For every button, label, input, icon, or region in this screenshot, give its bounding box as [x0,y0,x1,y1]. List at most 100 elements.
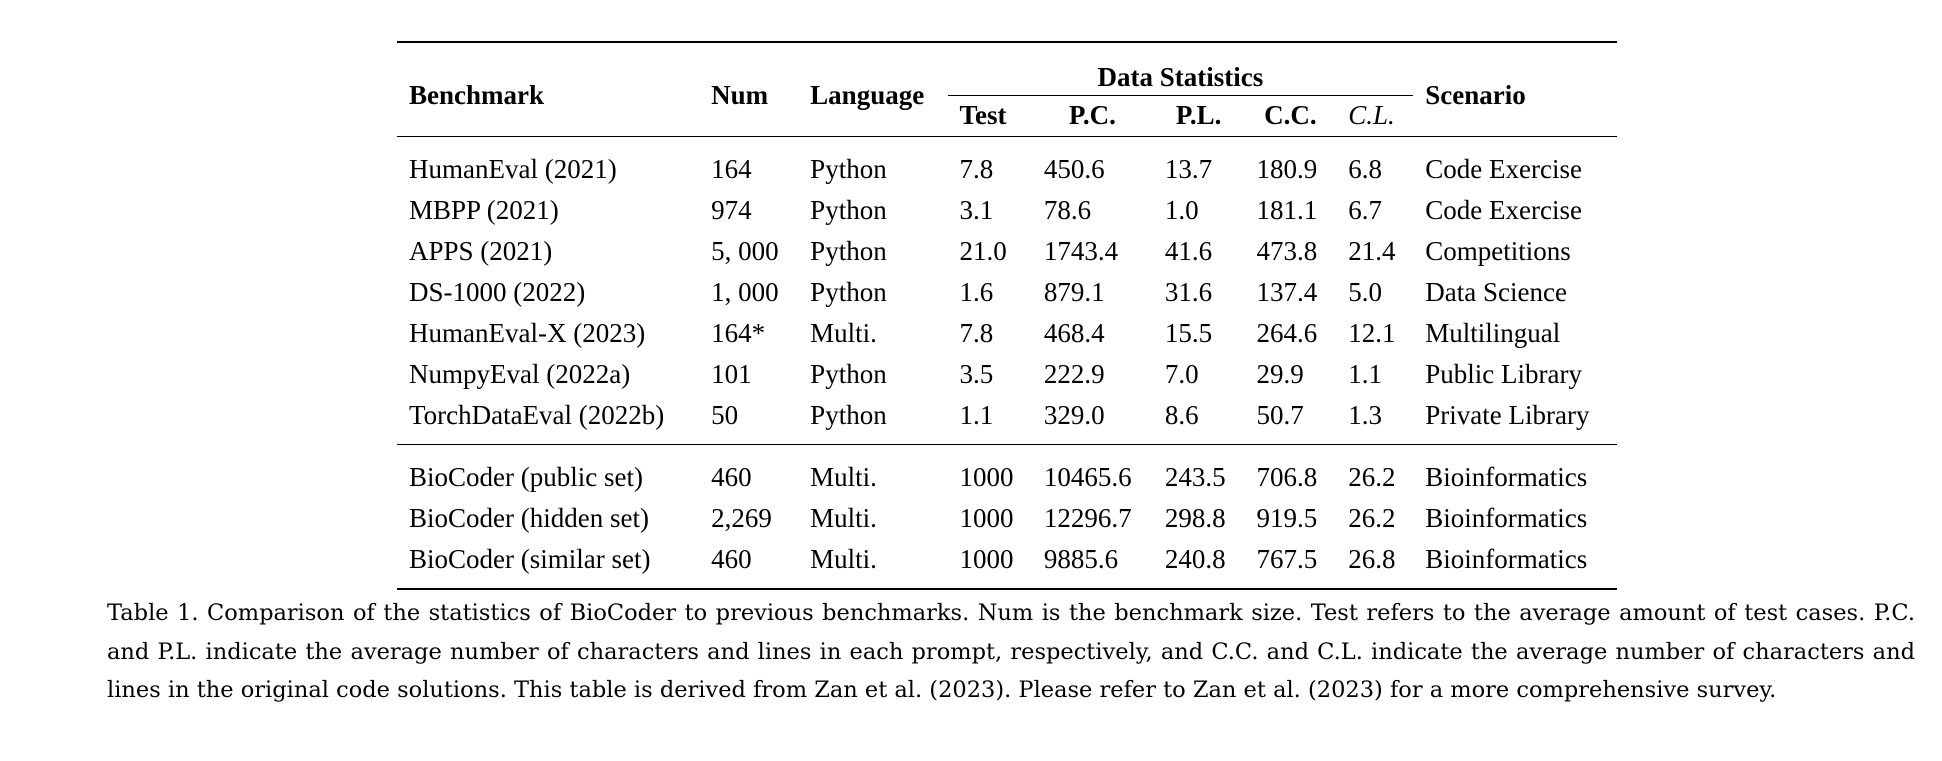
cell-pl: 41.6 [1164,236,1213,266]
table-row: NumpyEval (2022a) 101 Python 3.5 222.9 7.0 29.… [397,354,1617,395]
cell-pc: 222.9 [1043,359,1105,389]
cell-pl: 7.0 [1164,359,1199,389]
cell-pc: 78.6 [1043,195,1092,225]
comparison-table-container: Benchmark Num Language Data Statistics S… [397,41,1617,590]
cell-test: 3.5 [959,359,994,389]
cell-num: 50 [711,400,739,430]
cell-pl: 8.6 [1164,400,1199,430]
cell-cl: 21.4 [1348,236,1396,266]
cell-benchmark: TorchDataEval (2022b) [409,400,665,430]
header-test: Test [959,99,1007,130]
cell-pc: 450.6 [1043,154,1105,184]
cell-pc: 879.1 [1043,277,1105,307]
cell-cl: 26.8 [1348,544,1396,574]
cell-benchmark: BioCoder (public set) [409,462,643,492]
cell-cc: 919.5 [1256,503,1318,533]
table-caption: Table 1. Comparison of the statistics of… [107,600,1915,703]
cell-cc: 706.8 [1256,462,1318,492]
cell-scenario: Bioinformatics [1425,544,1588,574]
cell-pc: 9885.6 [1043,544,1119,574]
cell-cl: 26.2 [1348,503,1396,533]
table-row: APPS (2021) 5, 000 Python 21.0 1743.4 41.6 473… [397,231,1617,272]
cell-pc: 12296.7 [1043,503,1132,533]
cell-pl: 1.0 [1164,195,1199,225]
header-pl: P.L. [1175,99,1222,130]
cell-test: 1000 [959,462,1014,492]
cell-cl: 6.8 [1348,154,1382,184]
cell-cl: 12.1 [1348,318,1396,348]
cell-cc: 767.5 [1256,544,1318,574]
cell-num: 164 [711,154,752,184]
cell-num: 101 [711,359,752,389]
header-benchmark: Benchmark [409,80,544,110]
cell-cc: 264.6 [1256,318,1318,348]
cell-language: Python [810,400,887,430]
cell-cc: 181.1 [1256,195,1318,225]
cell-pc: 1743.4 [1043,236,1119,266]
cell-cl: 5.0 [1348,277,1382,307]
header-language: Language [810,80,925,110]
header-row-top: Benchmark Num Language Data Statistics S… [397,42,1617,108]
cell-cc: 180.9 [1256,154,1318,184]
cell-num: 460 [711,462,752,492]
cell-language: Python [810,195,887,225]
biocoder-body: BioCoder (public set) 460 Multi. 1000 10465.… [397,445,1617,589]
header-cl: C.L. [1348,99,1395,130]
cell-scenario: Code Exercise [1425,154,1582,184]
comparison-table: Benchmark Num Language Data Statistics S… [397,41,1617,590]
table-row: TorchDataEval (2022b) 50 Python 1.1 329.0 8.6… [397,395,1617,445]
cell-cl: 1.3 [1348,400,1382,430]
cell-num: 5, 000 [711,236,779,266]
cell-pc: 10465.6 [1043,462,1132,492]
cell-pl: 243.5 [1164,462,1226,492]
cell-cc: 29.9 [1256,359,1304,389]
table-header: Benchmark Num Language Data Statistics S… [397,42,1617,137]
cell-benchmark: DS-1000 (2022) [409,277,586,307]
cell-test: 1000 [959,503,1014,533]
cell-language: Python [810,236,887,266]
table-row: BioCoder (similar set) 460 Multi. 1000 9885.… [397,539,1617,589]
cell-pc: 468.4 [1043,318,1105,348]
cell-language: Multi. [810,544,877,574]
cell-language: Python [810,154,887,184]
table-row: MBPP (2021) 974 Python 3.1 78.6 1.0 181.1 6.7 Co… [397,190,1617,231]
cell-scenario: Bioinformatics [1425,462,1588,492]
cell-scenario: Code Exercise [1425,195,1582,225]
cell-language: Python [810,359,887,389]
header-cc: C.C. [1264,99,1317,130]
cell-scenario: Competitions [1425,236,1571,266]
cell-test: 1.1 [959,400,994,430]
cell-num: 164* [711,318,766,348]
cell-num: 1, 000 [711,277,779,307]
cell-scenario: Data Science [1425,277,1567,307]
table-row: HumanEval-X (2023) 164* Multi. 7.8 468.4 15.5… [397,313,1617,354]
cell-num: 460 [711,544,752,574]
cell-language: Python [810,277,887,307]
cell-cc: 137.4 [1256,277,1318,307]
previous-benchmarks-body: HumanEval (2021) 164 Python 7.8 450.6 13.7 180… [397,137,1617,445]
cell-scenario: Public Library [1425,359,1582,389]
cell-pl: 31.6 [1164,277,1213,307]
cell-cc: 473.8 [1256,236,1318,266]
header-scenario: Scenario [1425,80,1526,110]
cell-pc: 329.0 [1043,400,1105,430]
cell-test: 21.0 [959,236,1007,266]
cell-benchmark: MBPP (2021) [409,195,559,225]
cell-benchmark: BioCoder (similar set) [409,544,651,574]
cell-pl: 13.7 [1164,154,1213,184]
cell-num: 2,269 [711,503,772,533]
cell-scenario: Multilingual [1425,318,1561,348]
header-pc: P.C. [1068,99,1116,130]
cell-test: 7.8 [959,154,994,184]
cell-test: 3.1 [959,195,994,225]
cell-language: Multi. [810,503,877,533]
cell-cl: 6.7 [1348,195,1382,225]
cell-pl: 240.8 [1164,544,1226,574]
cell-pl: 15.5 [1164,318,1213,348]
header-data-statistics: Data Statistics [947,42,1414,96]
cell-pl: 298.8 [1164,503,1226,533]
cell-cl: 26.2 [1348,462,1396,492]
table-row: HumanEval (2021) 164 Python 7.8 450.6 13.7 180… [397,137,1617,191]
cell-language: Multi. [810,318,877,348]
cell-cc: 50.7 [1256,400,1304,430]
